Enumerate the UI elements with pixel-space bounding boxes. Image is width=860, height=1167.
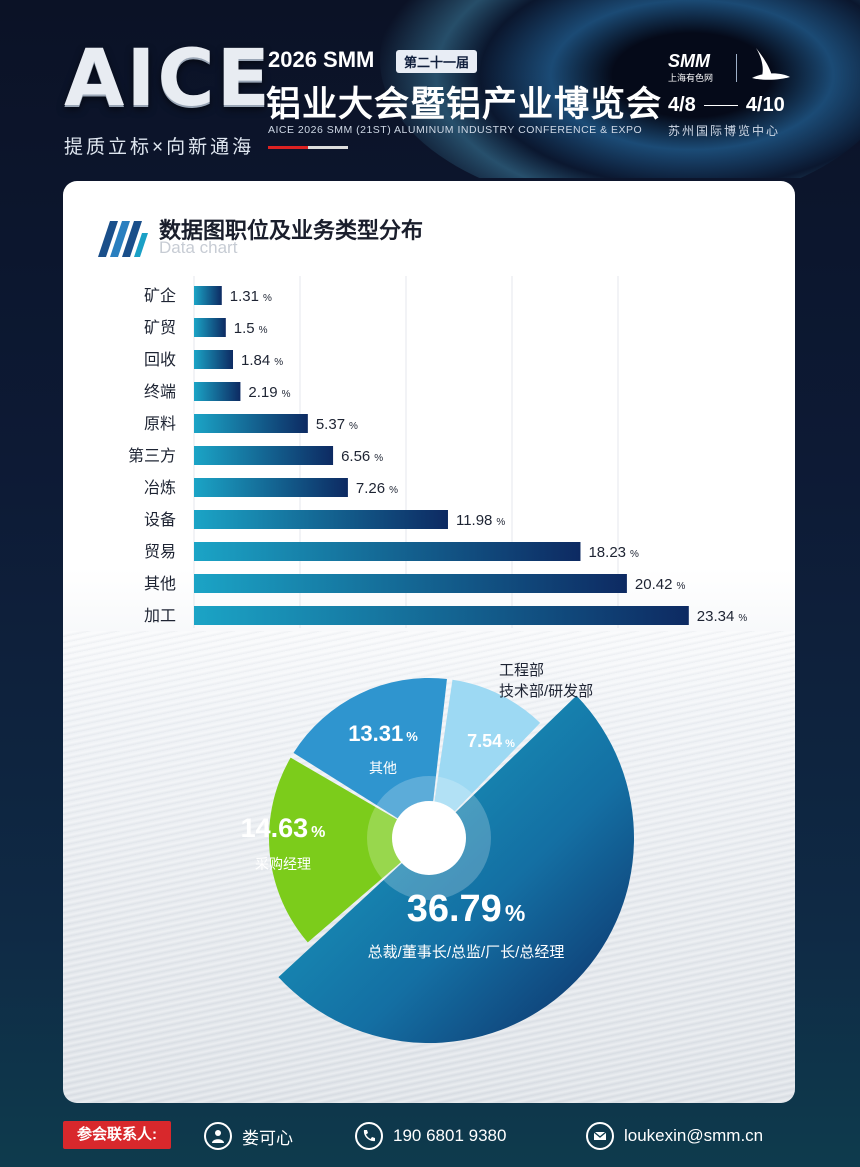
contact-phone[interactable]: 190 6801 9380 [355, 1121, 506, 1151]
sail-logo-icon [752, 48, 790, 80]
bar-category-label: 贸易 [144, 543, 176, 561]
bar-value-label: 11.98% [456, 512, 505, 529]
event-subtitle: AICE 2026 SMM (21ST) ALUMINUM INDUSTRY C… [268, 124, 643, 136]
bar-value-label: 1.31% [230, 288, 272, 305]
phone-number: 190 6801 9380 [393, 1126, 507, 1145]
event-dates: 4/8 4/10 [668, 94, 785, 117]
bar [194, 414, 308, 433]
bar [194, 350, 234, 369]
pie-center-hole [392, 801, 466, 875]
brand-logo: AICE [64, 34, 272, 124]
bar [194, 382, 241, 401]
bar-category-label: 原料 [144, 415, 176, 433]
bar-value-label: 18.23% [588, 544, 639, 561]
logo-divider [736, 54, 737, 82]
contact-name: 娄可心 [242, 1128, 293, 1148]
bar-value-label: 6.56% [341, 448, 383, 465]
bar-category-label: 矿企 [144, 287, 176, 305]
bar-category-label: 第三方 [128, 447, 176, 465]
slogan: 提质立标×向新通海 [64, 137, 255, 158]
bar-chart: 矿企 1.31 % 矿贸 1.5 % 回收 1.84 % 终端 2.19 % 原料 5.37 % 第三方 6.5… [128, 276, 748, 628]
bar [194, 606, 689, 625]
bar-category-label: 矿贸 [144, 319, 176, 337]
pie-category-label: 其他 [369, 760, 397, 776]
bar [194, 478, 348, 497]
email-address: loukexin@smm.cn [624, 1126, 764, 1145]
pie-category-label: 工程部 [499, 662, 544, 679]
bar-category-label: 设备 [144, 511, 176, 529]
bar-category-label: 冶炼 [144, 479, 176, 497]
date-end: 4/10 [745, 94, 785, 116]
bar [194, 542, 581, 561]
bar-value-label: 23.34% [697, 608, 748, 625]
event-title: 铝业大会暨铝产业博览会 [266, 85, 663, 124]
contact-person: 娄可心 [204, 1121, 293, 1151]
event-badge: 第二十一届 [396, 50, 478, 73]
bar [194, 446, 334, 465]
bar-category-label: 其他 [144, 575, 176, 593]
bar [194, 574, 627, 593]
bar [194, 318, 226, 337]
contact-label: 参会联系人: [63, 1121, 171, 1149]
chart-stripes-icon [98, 221, 148, 257]
pie-slice [429, 679, 541, 838]
section-title: 数据图职位及业务类型分布 [159, 218, 424, 243]
person-icon [204, 1122, 232, 1150]
pie-slice [293, 678, 447, 838]
bar-value-label: 1.84% [241, 352, 283, 369]
bar-category-label: 加工 [144, 607, 176, 625]
bar [194, 510, 448, 529]
pie-category-label: 技术部/研发部 [499, 683, 593, 700]
title-underline [268, 146, 348, 149]
pie-slice [278, 695, 635, 1044]
pie-category-label: 采购经理 [255, 856, 311, 872]
event-year: 2026 SMM [268, 47, 375, 72]
bar-category-label: 终端 [144, 383, 176, 401]
venue: 苏州国际博览中心 [668, 124, 781, 138]
data-card: 数据图职位及业务类型分布 Data chart 矿企 1.31% 矿贸 1.5% 回收 1… [63, 181, 795, 1103]
bar-value-label: 2.19% [248, 384, 290, 401]
contact-email[interactable]: loukexin@smm.cn [586, 1121, 763, 1151]
header-swirl-decoration [380, 0, 860, 178]
smm-logo-sub: 上海有色网 [668, 73, 714, 83]
footer: 参会联系人: 娄可心 190 6801 9380 loukexin@smm.cn [0, 1112, 860, 1160]
smm-logo: SMM [668, 51, 710, 71]
bar-category-label: 回收 [144, 351, 176, 369]
pie-category-label: 总裁/董事长/总监/厂长/总经理 [368, 944, 565, 961]
date-start: 4/8 [668, 94, 696, 116]
date-dash [703, 105, 738, 106]
bar-value-label: 5.37% [316, 416, 358, 433]
header: AICE 提质立标×向新通海 2026 SMM 第二十一届 铝业大会暨铝产业博览… [0, 0, 860, 178]
bar-value-label: 7.26% [356, 480, 398, 497]
section-subtitle: Data chart [159, 238, 238, 257]
bar-value-label: 20.42% [635, 576, 686, 593]
pie-slice [269, 757, 429, 943]
phone-icon [355, 1122, 383, 1150]
email-icon [586, 1122, 614, 1150]
bar [194, 286, 222, 305]
bar-value-label: 1.5% [234, 320, 268, 337]
